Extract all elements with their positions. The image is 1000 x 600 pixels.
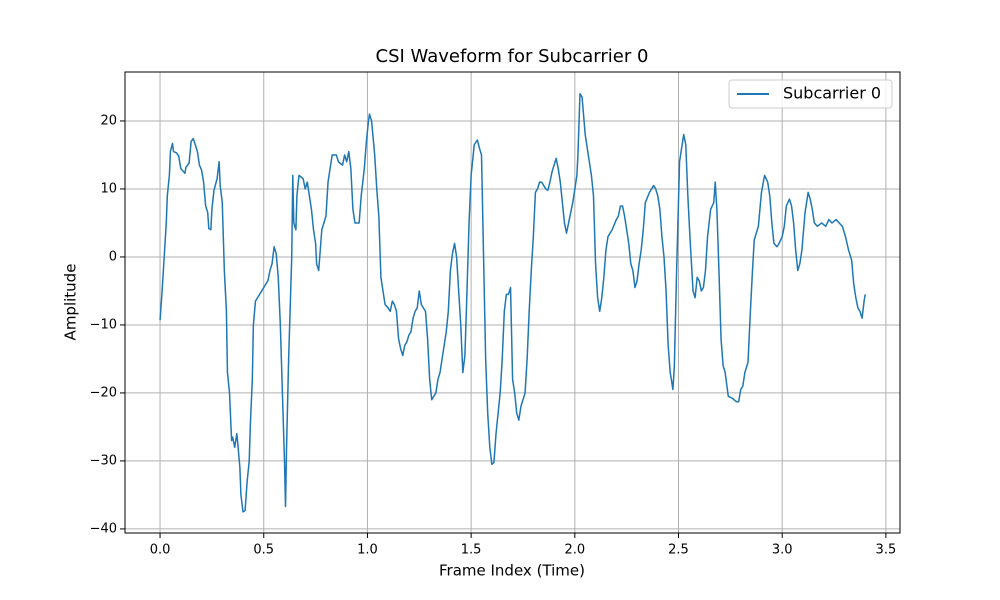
y-tick-label: 10	[100, 181, 117, 196]
y-tick-label: −10	[90, 317, 117, 332]
x-tick-label: 3.5	[876, 543, 897, 558]
chart-title: CSI Waveform for Subcarrier 0	[376, 46, 649, 67]
x-tick-label: 0.0	[150, 543, 171, 558]
legend-label: Subcarrier 0	[783, 84, 881, 103]
y-tick-label: −30	[90, 453, 117, 468]
x-axis-label: Frame Index (Time)	[439, 562, 585, 580]
x-tick-label: 3.0	[772, 543, 793, 558]
y-tick-label: −40	[90, 521, 117, 536]
y-tick-label: 0	[109, 249, 117, 264]
x-tick-label: 1.5	[461, 543, 482, 558]
x-tick-label: 2.5	[668, 543, 689, 558]
x-tick-label: 2.0	[564, 543, 585, 558]
line-series	[159, 93, 866, 513]
y-axis-label: Amplitude	[62, 264, 80, 341]
y-tick-label: −20	[90, 385, 117, 400]
legend-box	[728, 79, 893, 109]
plot-frame	[124, 71, 901, 534]
x-tick-label: 1.0	[357, 543, 378, 558]
x-tick-label: 0.5	[253, 543, 274, 558]
y-tick-label: 20	[100, 113, 117, 128]
